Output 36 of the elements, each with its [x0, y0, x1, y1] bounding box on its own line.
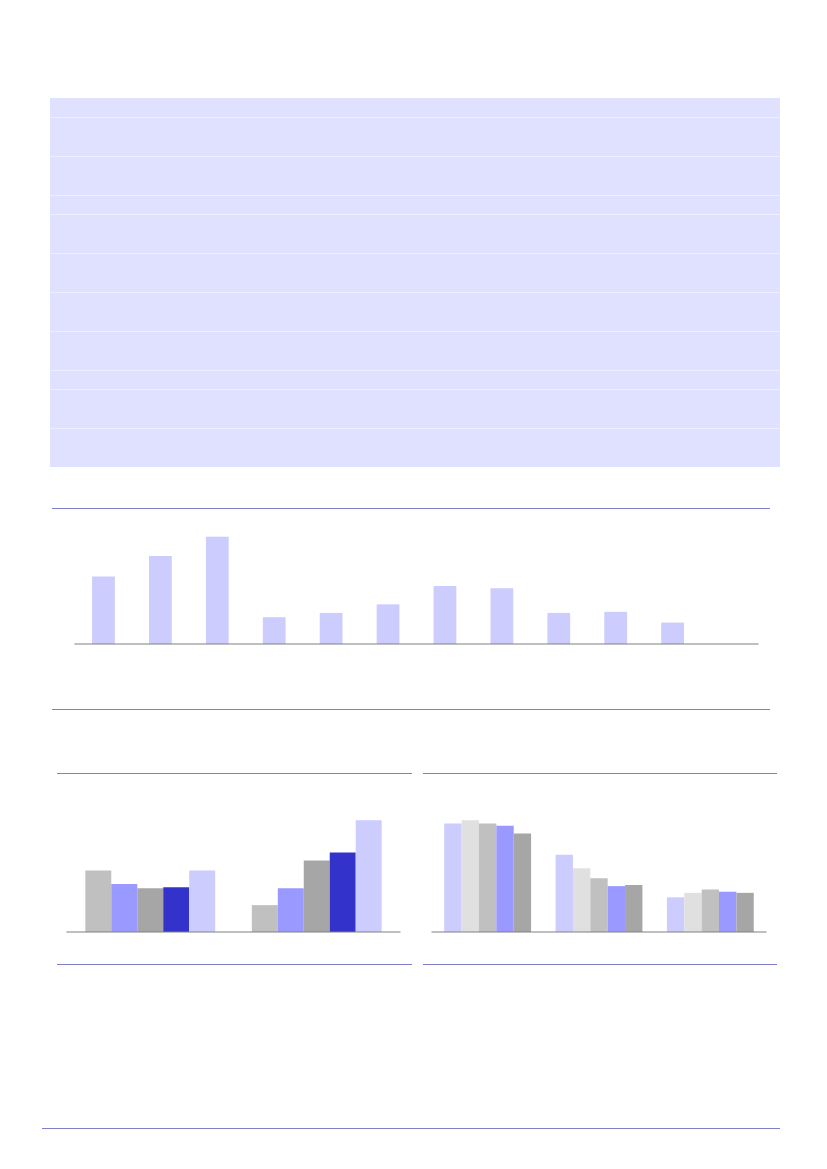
bar [303, 860, 330, 932]
bar [590, 878, 608, 932]
bar [262, 617, 286, 644]
bar [355, 820, 382, 932]
bar [376, 604, 400, 644]
bar [684, 892, 702, 932]
bar [572, 868, 591, 932]
bar [205, 536, 229, 644]
bar [319, 612, 343, 644]
bar [148, 556, 172, 644]
bar [555, 854, 573, 932]
bar [661, 622, 685, 644]
bar [461, 820, 479, 932]
bar [701, 889, 720, 932]
bar [490, 588, 514, 644]
bar [85, 870, 112, 932]
bar [513, 833, 532, 932]
bar [666, 897, 685, 932]
bar [163, 887, 190, 932]
bar [111, 883, 138, 932]
bar [607, 886, 626, 932]
bar [92, 576, 115, 644]
bar [604, 611, 628, 644]
bar [547, 612, 571, 644]
bar [433, 586, 457, 644]
bar [277, 888, 304, 932]
bar [137, 888, 164, 932]
bar [251, 905, 278, 932]
bar [736, 892, 754, 932]
bar [496, 825, 514, 932]
bar [329, 852, 356, 932]
bar [625, 885, 643, 932]
bar [189, 870, 216, 932]
bar [719, 891, 737, 932]
bar [478, 823, 497, 932]
bar [444, 823, 462, 932]
